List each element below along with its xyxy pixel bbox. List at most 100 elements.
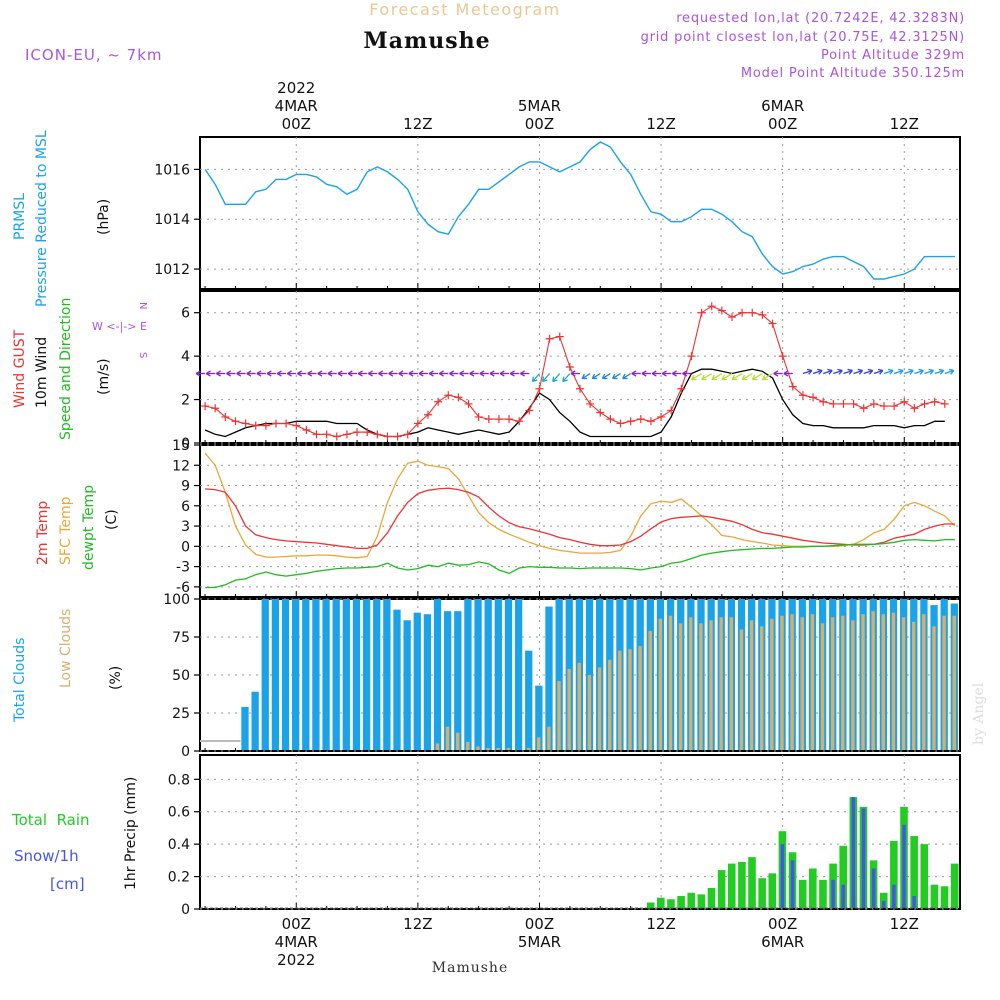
wind-direction-arrowhead xyxy=(898,368,904,375)
wind-direction-arrow xyxy=(893,369,904,375)
precip-ytick-label: 0.4 xyxy=(168,837,190,853)
gust-marker xyxy=(849,399,858,408)
low-cloud-bar xyxy=(557,681,561,750)
wind-direction-arrow xyxy=(873,369,884,375)
snow-bar xyxy=(912,896,916,908)
top-time-label: 00Z xyxy=(768,115,797,133)
temp-ytick-label: 6 xyxy=(181,499,190,515)
wind-direction-arrow xyxy=(822,369,833,375)
gust-marker xyxy=(576,384,584,393)
gust-marker xyxy=(282,419,291,428)
gust-marker xyxy=(474,412,483,421)
gust-marker xyxy=(890,402,899,411)
clouds-ytick-label: 25 xyxy=(172,706,190,722)
total-cloud-bar xyxy=(352,599,361,750)
plot-layer: 1012101410160246-6-303691215025507510000… xyxy=(154,79,961,969)
wind-direction-arrow xyxy=(833,369,843,375)
wind-direction-arrow xyxy=(843,369,853,375)
temp-ytick-label: 3 xyxy=(181,519,190,535)
location-title: Mamushe xyxy=(363,28,490,54)
gust-marker xyxy=(393,432,402,441)
total-cloud-bar xyxy=(504,599,513,750)
wind-dir-label: Speed and Direction xyxy=(58,298,74,440)
wind-direction-arrowhead xyxy=(847,368,853,375)
t2m-line xyxy=(205,487,955,550)
low-cloud-bar xyxy=(942,615,946,750)
wind-direction-arrowhead xyxy=(347,370,353,377)
temp-ytick-label: -3 xyxy=(176,560,190,576)
total-cloud-bar xyxy=(393,609,401,750)
wind-direction-arrowhead xyxy=(266,370,272,377)
wind-direction-arrowhead xyxy=(469,370,475,377)
low-cloud-bar xyxy=(587,675,592,750)
gust-marker xyxy=(819,397,828,406)
wind-frame xyxy=(199,290,961,444)
total-cloud-bar xyxy=(362,599,371,750)
wind-direction-arrow xyxy=(691,372,702,381)
wind-direction-arrowhead xyxy=(509,370,515,377)
gust-marker xyxy=(505,415,514,424)
top-time-label: 2022 xyxy=(277,79,315,97)
wind-direction-arrowhead xyxy=(591,373,598,380)
rain-bar xyxy=(677,896,685,908)
gust-marker xyxy=(231,417,240,426)
low-cloud-bar xyxy=(496,747,500,750)
low-cloud-bar xyxy=(547,726,551,750)
wind-direction-arrowhead xyxy=(671,370,677,377)
total-cloud-bar xyxy=(302,599,310,750)
gust-marker xyxy=(241,419,250,428)
low-cloud-bar xyxy=(486,747,490,750)
rain-bar xyxy=(687,892,696,908)
wind-direction-arrowhead xyxy=(938,368,945,375)
model-label: ICON-EU, ~ 7km xyxy=(25,46,163,64)
total-cloud-bar xyxy=(585,599,594,750)
gust-marker xyxy=(322,430,331,439)
clouds-panel: 0 25 50 75 100 xyxy=(163,592,961,760)
low-cloud-bar xyxy=(466,741,470,750)
wind-direction-arrow xyxy=(711,372,723,381)
gust-marker xyxy=(839,399,848,408)
top-time-label: 6MAR xyxy=(761,97,804,115)
clouds-ytick-label: 100 xyxy=(163,592,190,608)
total-cloud-bar xyxy=(241,706,249,750)
gust-marker xyxy=(778,352,787,361)
precip-ytick-label: 0.2 xyxy=(168,870,190,886)
wind-direction-arrowhead xyxy=(205,370,211,377)
wind-direction-arrowhead xyxy=(398,370,404,377)
wind-direction-arrowhead xyxy=(806,368,813,375)
wind-direction-arrowhead xyxy=(449,370,455,377)
wind-direction-arrowhead xyxy=(428,370,434,377)
wind-direction-arrowhead xyxy=(651,370,657,377)
model-altitude: Model Point Altitude 350.125m xyxy=(741,66,965,81)
low-cloud-bar xyxy=(911,621,916,750)
wind-ytick-label: 4 xyxy=(181,349,190,365)
wind-direction-arrow xyxy=(802,369,813,375)
low-cloud-bar xyxy=(952,615,956,750)
pressure-line xyxy=(204,141,955,280)
wind-direction-arrowhead xyxy=(783,370,789,377)
gust-marker xyxy=(829,399,838,408)
dewpt-label: dewpt Temp xyxy=(81,485,97,570)
rain-bar xyxy=(646,902,655,908)
low-cloud-bar xyxy=(445,726,450,750)
rain-bar xyxy=(798,879,807,908)
precip-ytick-label: 0.8 xyxy=(168,772,190,788)
gust-marker xyxy=(809,393,818,402)
rain-bar xyxy=(707,887,716,908)
top-time-label: 00Z xyxy=(525,115,554,133)
low-cloud-bar xyxy=(638,646,642,750)
total-cloud-bar xyxy=(555,599,563,750)
total-clouds-label: Total Clouds xyxy=(12,638,28,723)
low-cloud-bar xyxy=(597,667,602,750)
low-cloud-bar xyxy=(749,620,754,750)
total-cloud-bar xyxy=(494,599,502,750)
gust-marker xyxy=(910,404,919,413)
gust-marker xyxy=(565,363,574,371)
gust-marker xyxy=(272,419,280,428)
wind-ytick-label: 6 xyxy=(181,306,190,322)
total-cloud-bar xyxy=(271,599,280,750)
gust-marker xyxy=(332,432,341,441)
total-cloud-bar xyxy=(454,611,462,750)
bottom-time-label: 6MAR xyxy=(761,933,804,951)
gust-marker xyxy=(464,399,473,408)
